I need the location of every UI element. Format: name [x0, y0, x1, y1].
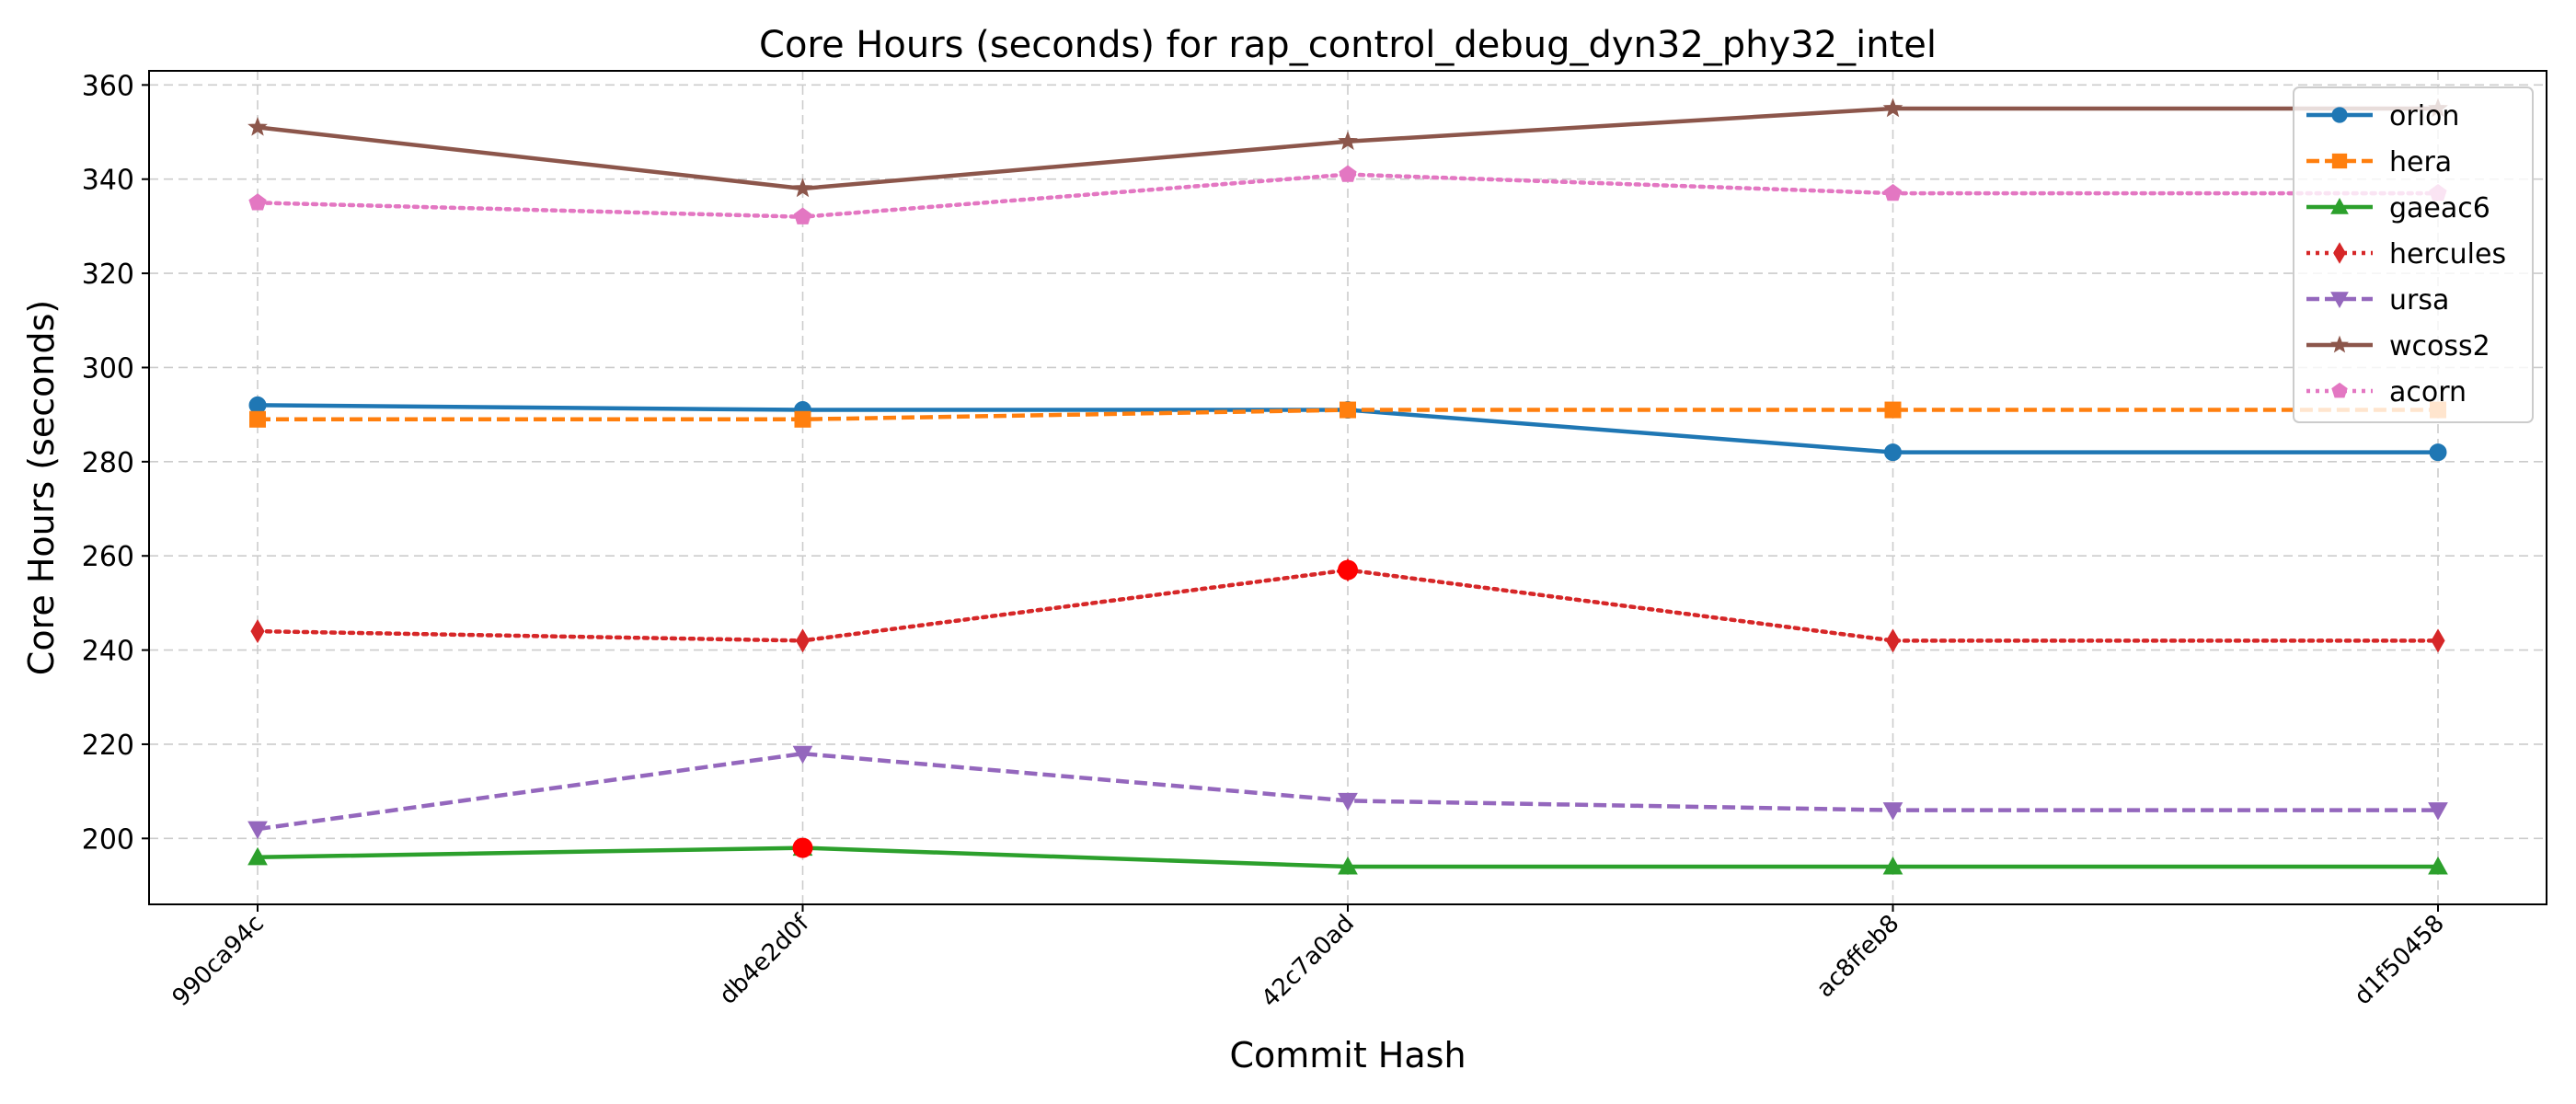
legend-marker	[2330, 335, 2349, 353]
data-point-hercules	[795, 628, 811, 653]
data-point-hera	[1884, 401, 1902, 419]
data-point-ursa	[1882, 802, 1903, 821]
legend-label: gaeac6	[2389, 192, 2490, 224]
data-point-hera	[249, 410, 266, 428]
x-tick-label: d1f50458	[2349, 910, 2450, 1011]
data-point-ursa	[247, 821, 268, 840]
legend-item-hera: hera	[2306, 146, 2452, 178]
series-ursa	[247, 745, 2448, 840]
grid	[149, 71, 2547, 904]
data-point-hercules	[250, 619, 265, 644]
x-tick-label: 990ca94c	[167, 910, 270, 1012]
x-tick-label: ac8ffeb8	[1811, 910, 1905, 1004]
legend-label: acorn	[2389, 376, 2467, 408]
data-point-gaeac6	[247, 846, 268, 866]
data-point-ursa	[2428, 802, 2448, 821]
y-tick-label: 340	[82, 165, 134, 197]
x-tick-label: 42c7a0ad	[1257, 910, 1360, 1013]
legend-label: hercules	[2389, 238, 2506, 270]
legend-item-orion: orion	[2306, 100, 2459, 132]
data-point-hercules	[1885, 628, 1901, 653]
legend-box	[2293, 86, 2534, 423]
legend-label: hera	[2389, 146, 2452, 178]
legend-item-wcoss2: wcoss2	[2306, 330, 2490, 362]
data-point-gaeac6	[1338, 857, 1358, 875]
y-tick-label: 360	[82, 70, 134, 102]
legend-marker	[2330, 292, 2349, 309]
legend-marker	[2333, 242, 2346, 264]
data-point-wcoss2	[1882, 98, 1903, 118]
legend-marker	[2331, 153, 2348, 169]
data-point-wcoss2	[247, 116, 268, 136]
data-point-ursa	[792, 745, 813, 765]
series-line-acorn	[255, 172, 2441, 219]
y-tick-label: 320	[82, 259, 134, 291]
legend-label: wcoss2	[2389, 330, 2490, 362]
legend-marker	[2331, 107, 2348, 123]
y-tick-label: 280	[82, 447, 134, 479]
data-point-acorn	[1339, 165, 1357, 182]
legend-label: orion	[2389, 100, 2459, 132]
legend: orion hera gaeac6 hercules ursa wcoss2 acorn	[2293, 86, 2534, 423]
x-axis-label: Commit Hash	[1229, 1035, 1466, 1075]
highlighted-point-hercules	[1338, 559, 1358, 581]
legend-item-hercules: hercules	[2306, 238, 2506, 270]
data-point-gaeac6	[1882, 857, 1903, 875]
y-axis-label: Core Hours (seconds)	[21, 300, 62, 675]
legend-item-acorn: acorn	[2306, 376, 2467, 408]
x-tick-label: db4e2d0f	[714, 909, 815, 1010]
data-point-acorn	[1883, 183, 1903, 201]
data-point-acorn	[248, 193, 267, 211]
data-point-hera	[1340, 401, 1356, 419]
chart-title: Core Hours (seconds) for rap_control_deb…	[759, 24, 1937, 66]
data-point-hercules	[2431, 628, 2445, 653]
highlighted-point-gaeac6	[792, 837, 813, 858]
legend-marker	[2330, 197, 2349, 214]
highlighted-points	[792, 559, 1358, 858]
legend-label: ursa	[2389, 284, 2449, 316]
data-point-wcoss2	[792, 178, 813, 198]
data-point-wcoss2	[1338, 131, 1358, 151]
data-point-gaeac6	[2428, 857, 2448, 875]
data-point-ursa	[1338, 792, 1358, 811]
y-tick-label: 220	[82, 730, 134, 762]
series-group	[247, 98, 2448, 875]
y-tick-label: 300	[82, 352, 134, 385]
y-tick-label: 260	[82, 541, 134, 573]
legend-item-gaeac6: gaeac6	[2306, 192, 2490, 224]
y-tick-label: 200	[82, 823, 134, 856]
legend-item-ursa: ursa	[2306, 284, 2449, 316]
y-tick-label: 240	[82, 636, 134, 668]
data-point-orion	[248, 396, 267, 414]
data-point-hera	[794, 410, 811, 428]
legend-marker	[2331, 382, 2348, 398]
data-point-orion	[1884, 443, 1902, 462]
series-hera	[249, 401, 2446, 428]
data-point-acorn	[793, 207, 812, 224]
data-point-orion	[2429, 443, 2447, 462]
axes: 200 220 240 260 280 300 320 340 360 990ca94c db4e2…	[82, 70, 2547, 1013]
